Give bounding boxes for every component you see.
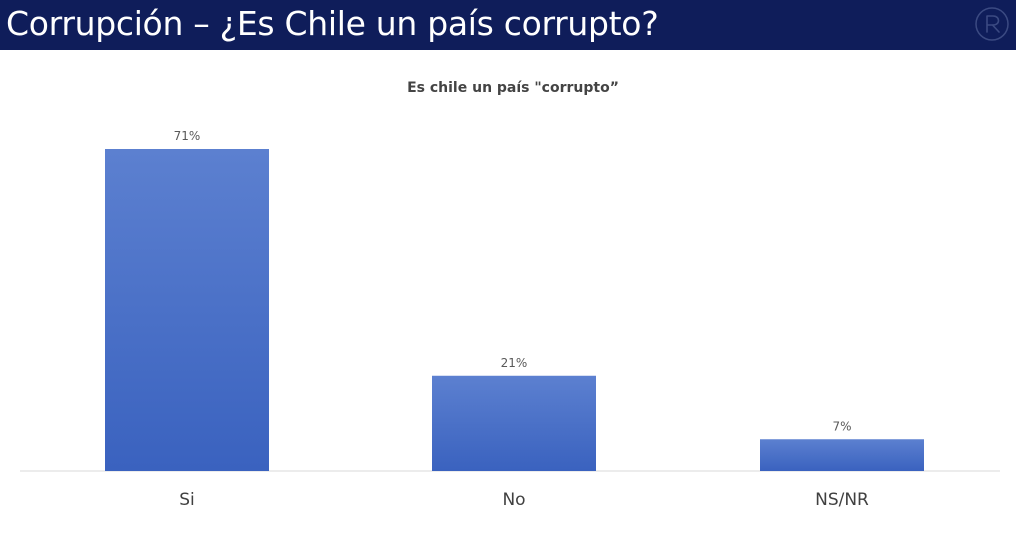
category-label: NS/NR bbox=[815, 490, 869, 510]
data-label: 7% bbox=[832, 419, 851, 433]
chart-area: Es chile un país "corrupto” 71% Si 21% No 7%… bbox=[0, 50, 1016, 533]
header-bar: Corrupción – ¿Es Chile un país corrupto? bbox=[0, 0, 1016, 50]
category-label: No bbox=[502, 490, 525, 510]
chart-title: Es chile un país "corrupto” bbox=[407, 80, 619, 96]
bar-ns-nr bbox=[760, 439, 924, 471]
page-title: Corrupción – ¿Es Chile un país corrupto? bbox=[6, 4, 659, 43]
data-label: 71% bbox=[174, 129, 201, 143]
bar-si bbox=[105, 149, 269, 471]
data-label: 21% bbox=[501, 356, 528, 370]
r-logo-icon bbox=[975, 7, 1009, 41]
bar-chart: Es chile un país "corrupto” 71% Si 21% No 7%… bbox=[20, 80, 1000, 510]
bar-no bbox=[432, 375, 596, 471]
category-label: Si bbox=[179, 490, 195, 510]
